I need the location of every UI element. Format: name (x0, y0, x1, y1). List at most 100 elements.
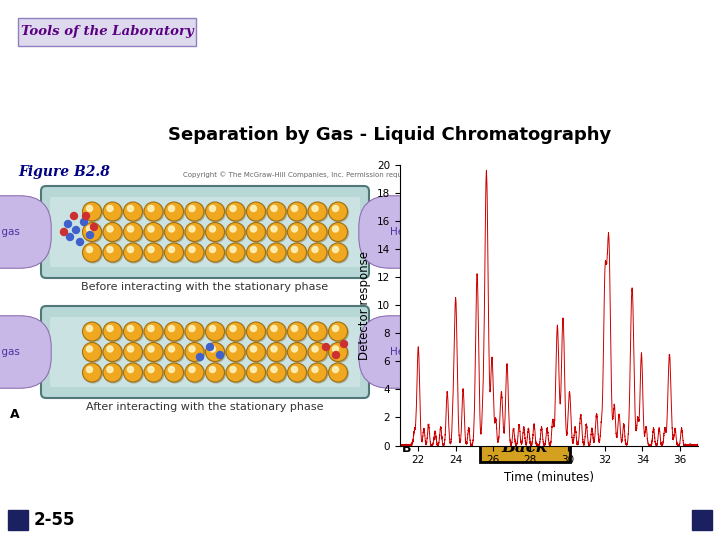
Circle shape (84, 364, 102, 383)
Circle shape (86, 367, 93, 373)
Circle shape (210, 367, 215, 373)
Circle shape (289, 323, 307, 342)
Circle shape (309, 364, 328, 383)
Circle shape (189, 367, 195, 373)
Circle shape (268, 224, 287, 242)
Circle shape (248, 323, 266, 342)
Circle shape (205, 222, 225, 241)
Circle shape (271, 326, 277, 332)
Circle shape (330, 343, 348, 362)
Circle shape (312, 246, 318, 253)
Circle shape (185, 222, 204, 241)
Circle shape (71, 213, 78, 219)
Circle shape (164, 202, 184, 221)
Circle shape (86, 232, 94, 239)
Circle shape (144, 363, 163, 382)
Circle shape (230, 367, 236, 373)
Circle shape (230, 346, 236, 352)
Circle shape (124, 222, 143, 241)
Circle shape (166, 323, 184, 342)
Circle shape (145, 343, 164, 362)
Circle shape (309, 323, 328, 342)
Circle shape (267, 202, 286, 221)
Circle shape (83, 202, 102, 221)
Circle shape (127, 205, 133, 212)
Circle shape (287, 322, 307, 341)
Circle shape (271, 205, 277, 212)
Circle shape (289, 224, 307, 242)
Circle shape (186, 343, 205, 362)
FancyBboxPatch shape (50, 197, 360, 267)
Circle shape (287, 342, 307, 361)
Circle shape (104, 364, 123, 383)
Circle shape (309, 244, 328, 263)
Circle shape (65, 220, 71, 227)
Circle shape (292, 205, 297, 212)
Circle shape (328, 222, 348, 241)
Circle shape (210, 346, 215, 352)
Circle shape (309, 343, 328, 362)
Circle shape (207, 224, 225, 242)
Circle shape (210, 326, 215, 332)
Circle shape (333, 346, 338, 352)
Circle shape (251, 246, 256, 253)
Circle shape (251, 367, 256, 373)
Circle shape (205, 363, 225, 382)
Circle shape (289, 343, 307, 362)
Circle shape (328, 243, 348, 262)
Circle shape (309, 203, 328, 222)
Circle shape (287, 222, 307, 241)
Circle shape (76, 239, 84, 246)
Circle shape (104, 323, 123, 342)
Circle shape (312, 226, 318, 232)
Circle shape (292, 226, 297, 232)
Circle shape (248, 364, 266, 383)
Circle shape (189, 326, 195, 332)
Circle shape (309, 224, 328, 242)
Circle shape (287, 202, 307, 221)
Circle shape (227, 364, 246, 383)
Circle shape (86, 205, 93, 212)
Circle shape (267, 322, 286, 341)
Text: Separation by Gas - Liquid Chromatography: Separation by Gas - Liquid Chromatograph… (168, 126, 611, 144)
Circle shape (107, 205, 113, 212)
Circle shape (148, 226, 154, 232)
Circle shape (246, 322, 266, 341)
Circle shape (103, 342, 122, 361)
Circle shape (210, 246, 215, 253)
Circle shape (248, 343, 266, 362)
Circle shape (251, 326, 256, 332)
Circle shape (210, 205, 215, 212)
Circle shape (226, 222, 245, 241)
Circle shape (268, 323, 287, 342)
Circle shape (189, 246, 195, 253)
Circle shape (104, 244, 123, 263)
Circle shape (330, 224, 348, 242)
Circle shape (86, 246, 93, 253)
Circle shape (148, 205, 154, 212)
Circle shape (186, 244, 205, 263)
Circle shape (83, 213, 89, 219)
Circle shape (289, 244, 307, 263)
Circle shape (207, 364, 225, 383)
Circle shape (125, 364, 143, 383)
Circle shape (107, 326, 113, 332)
Circle shape (124, 243, 143, 262)
Circle shape (81, 219, 88, 226)
Circle shape (83, 363, 102, 382)
Circle shape (230, 205, 236, 212)
Circle shape (144, 243, 163, 262)
Circle shape (207, 323, 225, 342)
Circle shape (148, 346, 154, 352)
Circle shape (292, 326, 297, 332)
Circle shape (330, 203, 348, 222)
Circle shape (267, 243, 286, 262)
FancyBboxPatch shape (50, 317, 360, 387)
Circle shape (164, 363, 184, 382)
Circle shape (127, 326, 133, 332)
Circle shape (127, 226, 133, 232)
Circle shape (103, 243, 122, 262)
Circle shape (189, 346, 195, 352)
Circle shape (84, 244, 102, 263)
Circle shape (323, 343, 330, 350)
